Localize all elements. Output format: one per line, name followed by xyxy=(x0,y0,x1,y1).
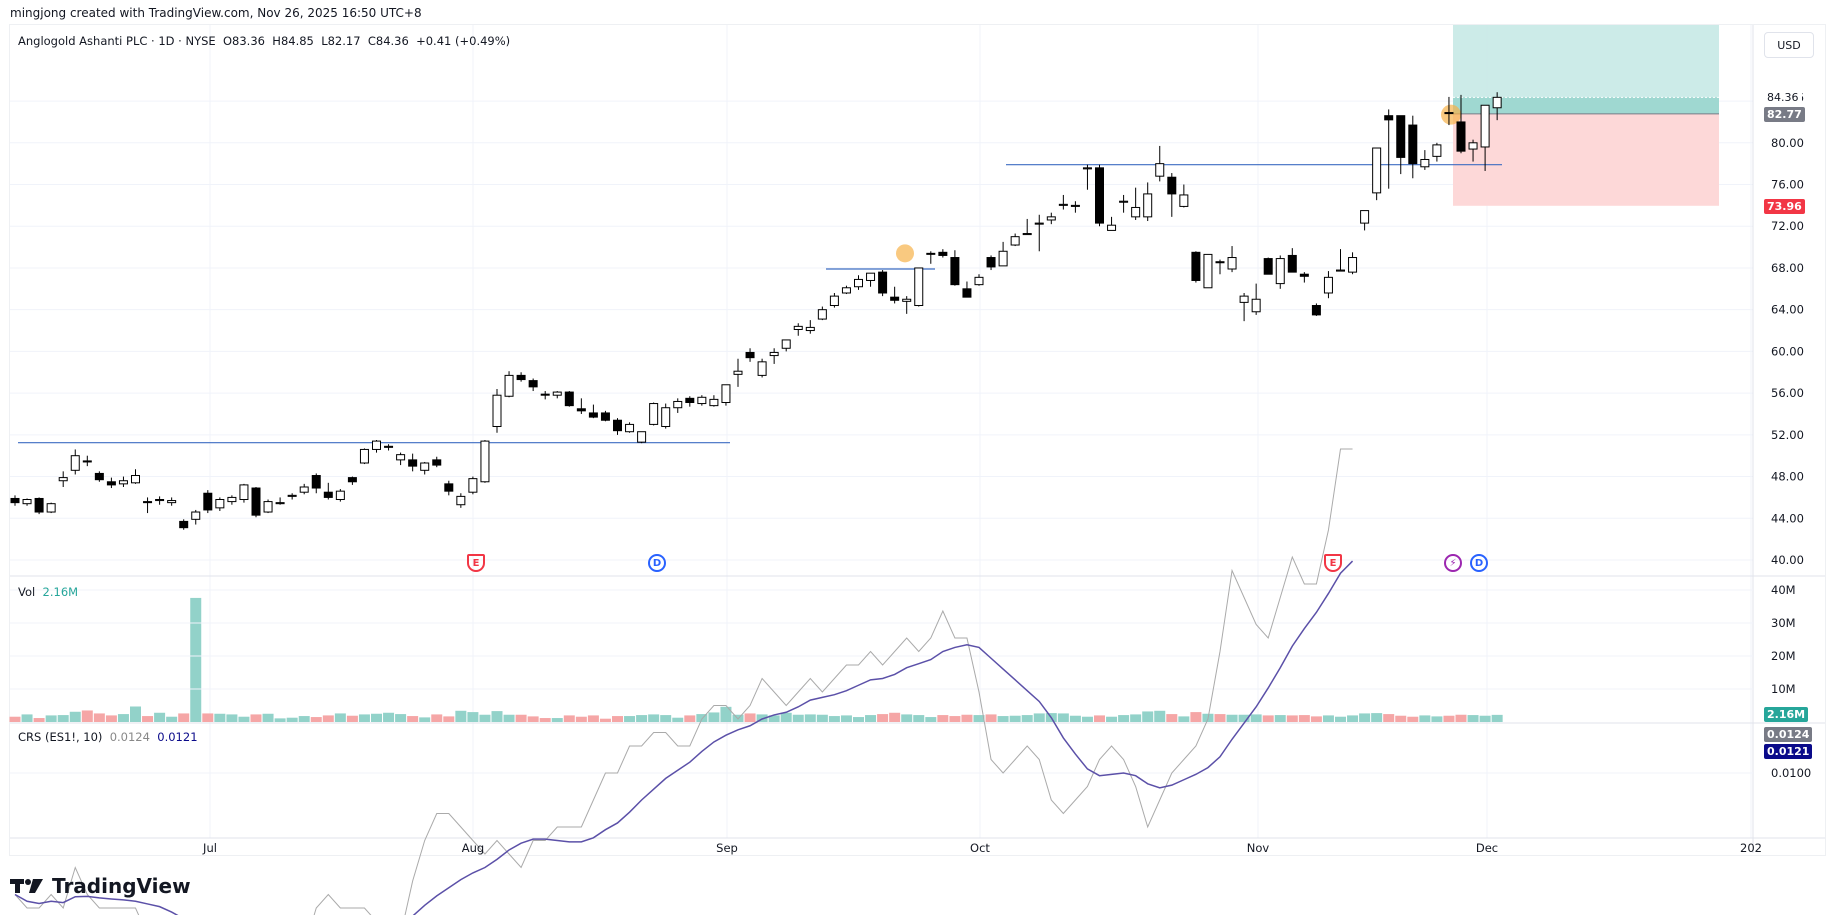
svg-text:0.0100: 0.0100 xyxy=(1771,766,1811,780)
svg-text:Oct: Oct xyxy=(970,841,990,855)
svg-text:60.00: 60.00 xyxy=(1771,344,1804,358)
volume-tag: 2.16M xyxy=(1764,707,1809,722)
currency-button[interactable]: USD xyxy=(1764,32,1814,58)
chart-credit: mingjong created with TradingView.com, N… xyxy=(10,6,422,20)
earnings-event-icon[interactable]: E xyxy=(1324,554,1342,572)
volume-label: Vol xyxy=(18,585,36,599)
earnings-event-icon[interactable]: E xyxy=(467,554,485,572)
crs-legend: CRS (ES1!, 10) 0.0124 0.0121 xyxy=(18,730,198,744)
svg-text:44.00: 44.00 xyxy=(1771,511,1804,525)
svg-text:72.00: 72.00 xyxy=(1771,219,1804,233)
svg-text:20M: 20M xyxy=(1771,649,1796,663)
stop-price-tag: 73.96 xyxy=(1764,199,1805,214)
svg-text:48.00: 48.00 xyxy=(1771,470,1804,484)
high-value: H84.85 xyxy=(272,34,314,48)
svg-text:Sep: Sep xyxy=(716,841,738,855)
change-value: +0.41 (+0.49%) xyxy=(416,34,511,48)
svg-text:76.00: 76.00 xyxy=(1771,178,1804,192)
entry-price-tag: 82.77 xyxy=(1764,107,1805,122)
crs-tag-1: 0.0124 xyxy=(1764,727,1813,742)
dividend-event-icon[interactable]: D xyxy=(1470,554,1488,572)
last-price-label: 84.36 xyxy=(1764,90,1802,105)
volume-value: 2.16M xyxy=(42,585,79,599)
crs-value-1: 0.0124 xyxy=(109,730,150,744)
dividend-event-icon[interactable]: D xyxy=(648,554,666,572)
crs-label: CRS (ES1!, 10) xyxy=(18,730,103,744)
svg-text:30M: 30M xyxy=(1771,616,1796,630)
svg-text:40.00: 40.00 xyxy=(1771,553,1804,567)
tradingview-logo-icon xyxy=(10,879,43,893)
svg-text:52.00: 52.00 xyxy=(1771,428,1804,442)
symbol-line: Anglogold Ashanti PLC · 1D · NYSE xyxy=(18,34,216,48)
svg-text:Aug: Aug xyxy=(462,841,484,855)
split-event-icon[interactable]: ⚡ xyxy=(1444,554,1462,572)
crs-tag-2: 0.0121 xyxy=(1764,744,1813,759)
svg-text:64.00: 64.00 xyxy=(1771,303,1804,317)
symbol-legend: Anglogold Ashanti PLC · 1D · NYSE O83.36… xyxy=(18,34,510,48)
svg-text:56.00: 56.00 xyxy=(1771,386,1804,400)
svg-text:Nov: Nov xyxy=(1247,841,1270,855)
low-value: L82.17 xyxy=(321,34,361,48)
svg-text:202: 202 xyxy=(1740,841,1762,855)
svg-text:10M: 10M xyxy=(1771,682,1796,696)
svg-text:68.00: 68.00 xyxy=(1771,261,1804,275)
svg-text:80.00: 80.00 xyxy=(1771,136,1804,150)
close-value: C84.36 xyxy=(367,34,409,48)
svg-text:Dec: Dec xyxy=(1476,841,1498,855)
open-value: O83.36 xyxy=(223,34,265,48)
crs-value-2: 0.0121 xyxy=(157,730,198,744)
brand-name: TradingView xyxy=(52,874,191,898)
volume-legend: Vol 2.16M xyxy=(18,585,78,599)
svg-text:40M: 40M xyxy=(1771,583,1796,597)
svg-text:Jul: Jul xyxy=(202,841,217,855)
tradingview-logo[interactable]: TradingView xyxy=(10,874,191,898)
